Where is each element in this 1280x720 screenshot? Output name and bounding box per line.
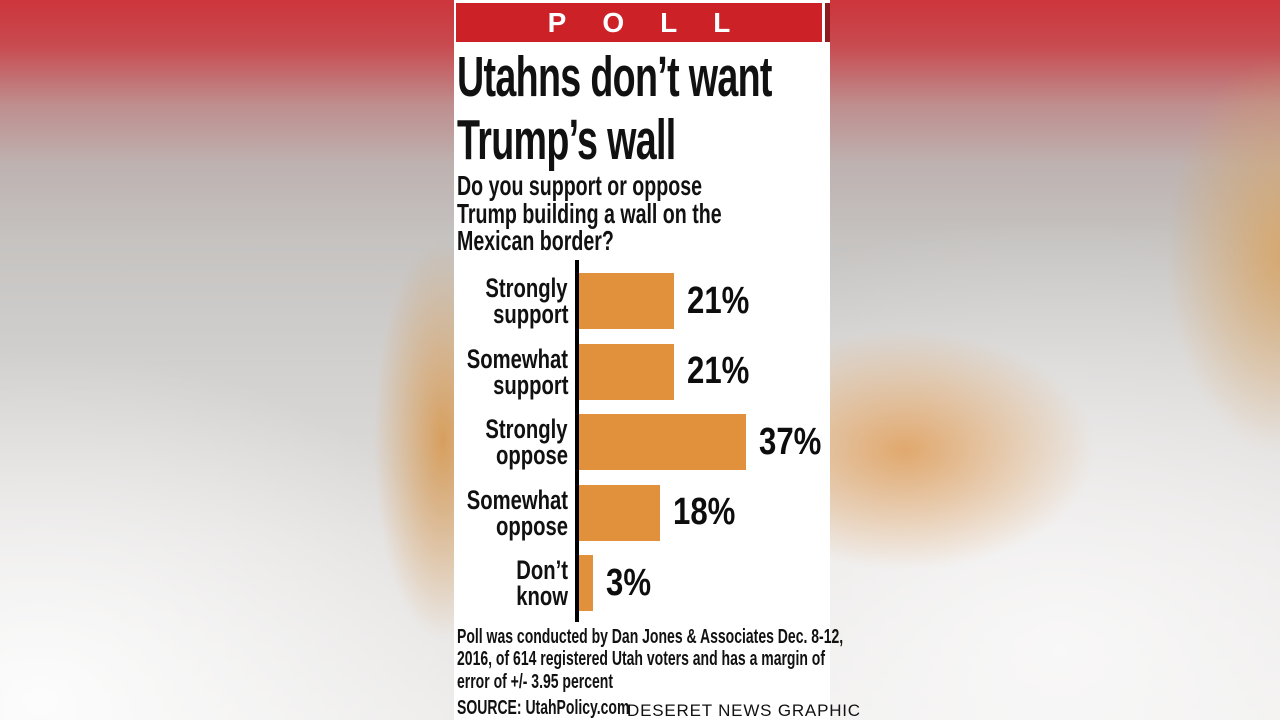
bar — [579, 555, 593, 611]
value-label: 21% — [687, 344, 763, 400]
poll-banner: POLL — [456, 3, 822, 42]
bar — [579, 273, 674, 329]
question-line-1: Do you support or oppose — [457, 170, 702, 201]
headline-line-2: Trump’s wall — [457, 108, 676, 172]
category-label: Don’t know — [420, 555, 568, 611]
poll-question: Do you support or oppose Trump building … — [457, 172, 835, 255]
bar — [579, 343, 674, 400]
category-label-line: Strongly — [485, 414, 568, 444]
footnote-line-3: error of +/- 3.95 percent — [457, 670, 614, 693]
category-label-line: support — [492, 299, 568, 329]
category-label-line: Strongly — [485, 273, 568, 303]
headline-line-1: Utahns don’t want — [457, 45, 772, 109]
category-label: Strongly oppose — [420, 414, 568, 470]
chart-axis — [575, 260, 579, 622]
category-label: Strongly support — [420, 273, 568, 329]
value-label-text: 37% — [759, 420, 822, 463]
value-label: 21% — [687, 273, 763, 329]
category-label-line: know — [516, 581, 568, 611]
value-label: 3% — [606, 555, 661, 611]
question-line-2: Trump building a wall on the — [457, 197, 722, 229]
footnote-line-1: Poll was conducted by Dan Jones & Associ… — [457, 626, 844, 648]
footnote-line-2: 2016, of 614 registered Utah voters and … — [457, 648, 826, 671]
category-label-line: oppose — [495, 510, 568, 541]
value-label-text: 21% — [687, 350, 750, 392]
bar — [579, 414, 746, 470]
credit-line: DESERET NEWS GRAPHIC — [627, 701, 861, 720]
poll-card: POLL Utahns don’t want Trump’s wall Do y… — [454, 0, 860, 720]
value-label: 18% — [673, 485, 749, 541]
question-line-3: Mexican border? — [457, 225, 614, 256]
category-label-line: support — [492, 369, 568, 400]
source-line: SOURCE: UtahPolicy.com — [457, 697, 630, 719]
value-label: 37% — [759, 414, 835, 470]
poll-banner-title: POLL — [547, 6, 767, 38]
category-label-line: Somewhat — [466, 343, 568, 374]
category-label: Somewhat support — [420, 344, 568, 400]
category-label: Somewhat oppose — [420, 485, 568, 541]
banner-edge-mark — [825, 3, 830, 42]
bar — [579, 484, 660, 541]
headline: Utahns don’t want Trump’s wall — [457, 46, 934, 172]
category-label-line: oppose — [495, 440, 568, 470]
footnote: Poll was conducted by Dan Jones & Associ… — [457, 626, 1009, 693]
category-label-line: Somewhat — [466, 484, 568, 515]
value-label-text: 21% — [687, 279, 750, 322]
category-label-line: Don’t — [516, 555, 568, 585]
value-label-text: 3% — [606, 561, 652, 604]
value-label-text: 18% — [673, 491, 736, 533]
